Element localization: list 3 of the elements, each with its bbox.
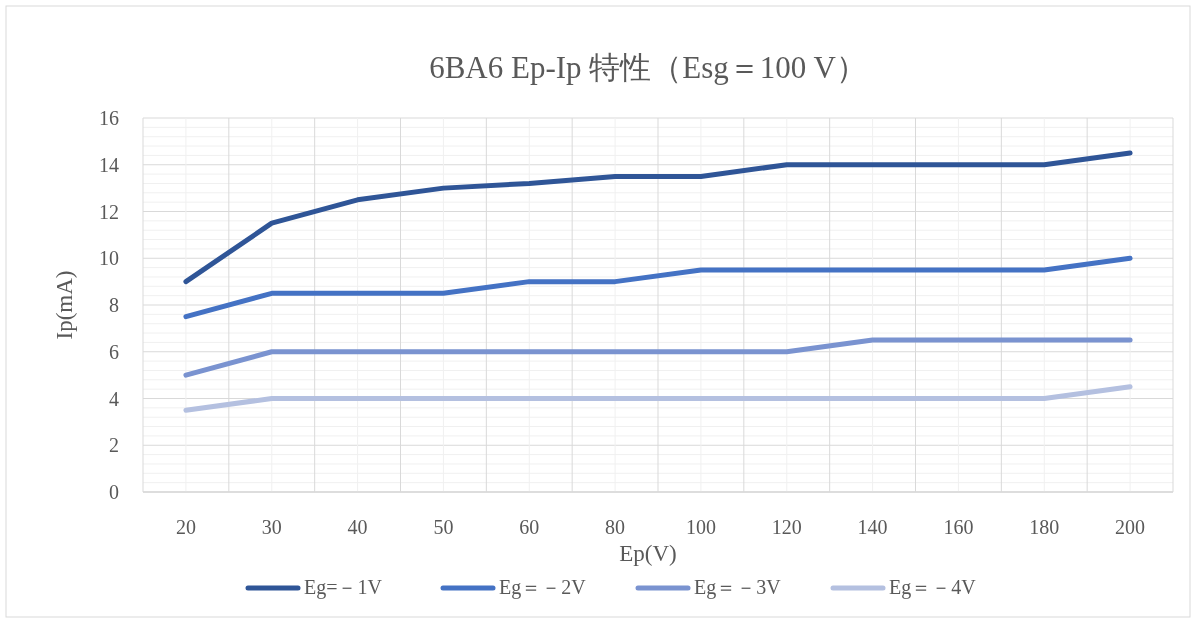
xlabel: Ep(V) xyxy=(619,541,677,566)
title: 6BA6 Ep-Ip 特性（Esg＝100 V） xyxy=(429,50,867,85)
ylabel: Ip(mA) xyxy=(52,270,77,340)
